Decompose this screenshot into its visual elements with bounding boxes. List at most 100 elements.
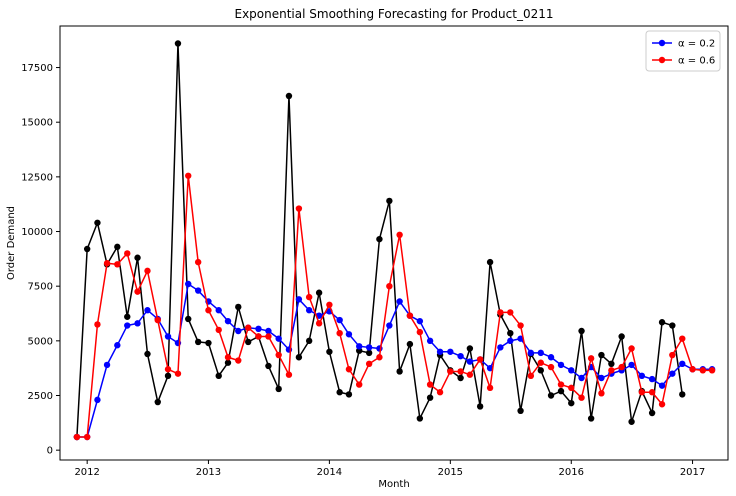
- y-axis-ticks: 0 2500 5000 7500 10000 12500 15000 17500: [21, 63, 60, 457]
- series-2-point: [638, 389, 646, 396]
- series-0-point: [486, 258, 494, 266]
- legend-item: α = 0.2: [652, 39, 715, 50]
- series-2-point: [457, 368, 464, 375]
- series-1-point: [568, 367, 575, 374]
- series-2-point: [386, 282, 393, 290]
- series-1-point: [124, 322, 131, 329]
- series-1-point: [265, 327, 272, 335]
- series-0-point: [507, 329, 514, 337]
- series-2-point: [185, 172, 192, 179]
- series-0-point: [94, 219, 101, 226]
- y-tick-label: 17500: [21, 63, 53, 74]
- series-1-point: [356, 343, 363, 350]
- series-2-point: [587, 355, 595, 362]
- y-tick-label: 0: [47, 446, 53, 457]
- series-2-point: [255, 333, 262, 340]
- series-2-point: [608, 367, 615, 374]
- series-2-point: [396, 231, 403, 238]
- series-1-point: [194, 287, 202, 294]
- x-axis-ticks: 2012 2013 2014 2015 2016 2017: [74, 460, 705, 478]
- series-0-point: [295, 354, 303, 361]
- series-1-point: [486, 364, 494, 372]
- series-2-point: [466, 371, 474, 378]
- series-2-point: [669, 351, 676, 359]
- series-2-point: [486, 384, 494, 392]
- series-2-point: [315, 320, 323, 327]
- series-1-point: [497, 344, 504, 351]
- series-1-point: [255, 325, 262, 333]
- series-2-point: [416, 328, 424, 336]
- series-0-point: [658, 319, 666, 326]
- series-0-point: [406, 340, 414, 348]
- series-2-point: [94, 321, 101, 328]
- series-2-point: [73, 433, 81, 441]
- series-0-point: [83, 245, 91, 253]
- series-2-point: [557, 381, 565, 388]
- series-1-point: [295, 296, 303, 303]
- series-0-point: [205, 339, 212, 347]
- y-tick-label: 12500: [21, 172, 53, 183]
- series-2-point: [245, 324, 252, 331]
- series-0-point: [114, 243, 121, 251]
- series-1-point: [578, 374, 585, 382]
- series-2-point: [345, 366, 353, 373]
- series-2-point: [426, 381, 434, 388]
- series-2-point: [679, 335, 686, 342]
- series-1-point: [436, 348, 444, 355]
- series-2-point: [83, 433, 91, 441]
- series-1-point: [365, 344, 373, 351]
- legend: α = 0.2 α = 0.6: [645, 30, 721, 72]
- x-tick-label: 2013: [196, 467, 221, 478]
- series-2-point: [476, 356, 484, 363]
- legend-label: α = 0.2: [678, 39, 715, 50]
- series-1-point: [235, 327, 242, 335]
- series-1-point: [185, 280, 192, 288]
- series-2-point: [164, 366, 172, 373]
- series-0-point: [517, 407, 524, 415]
- series-0-point: [618, 333, 625, 340]
- series-0-point: [144, 350, 151, 358]
- series-0-point: [547, 392, 555, 399]
- series-1-point: [527, 349, 535, 357]
- series-2-point: [235, 357, 242, 364]
- series-1-point: [638, 372, 646, 380]
- series-2-point: [205, 307, 212, 314]
- series-2-point: [376, 354, 383, 361]
- series-0-point: [568, 399, 575, 407]
- series-0-point: [557, 387, 565, 395]
- series-2-point: [295, 205, 303, 212]
- series-1-point: [144, 307, 151, 314]
- series-2-point: [305, 293, 313, 301]
- series-1-point: [598, 374, 605, 382]
- series-2-point: [154, 316, 161, 324]
- series-0-point: [305, 337, 313, 345]
- series-0-point: [365, 349, 373, 357]
- series-2-point: [285, 371, 293, 378]
- series-2-point: [497, 309, 504, 316]
- series-0-point: [265, 362, 272, 370]
- series-0-point: [648, 409, 656, 417]
- series-1-point: [416, 317, 424, 325]
- series-0-point: [336, 389, 343, 396]
- series-1-point: [466, 358, 474, 365]
- series-1-point: [447, 348, 454, 355]
- series-0-point: [124, 313, 131, 320]
- y-tick-label: 5000: [28, 336, 53, 347]
- series-2-point: [618, 363, 625, 371]
- series-1-point: [547, 354, 555, 361]
- series-2-point: [517, 322, 524, 329]
- series-0-point: [275, 385, 282, 393]
- series-1-point: [648, 375, 656, 383]
- series-1-point: [103, 361, 111, 369]
- series-2-point: [336, 329, 343, 337]
- series-2-line: [76, 175, 713, 438]
- legend-marker: [658, 56, 666, 64]
- series-0-point: [679, 391, 686, 398]
- series-0-point: [628, 418, 635, 425]
- series-0-point: [326, 348, 333, 355]
- series-2-point: [265, 333, 272, 340]
- series-2-point: [144, 267, 151, 275]
- series-1-point: [507, 337, 514, 345]
